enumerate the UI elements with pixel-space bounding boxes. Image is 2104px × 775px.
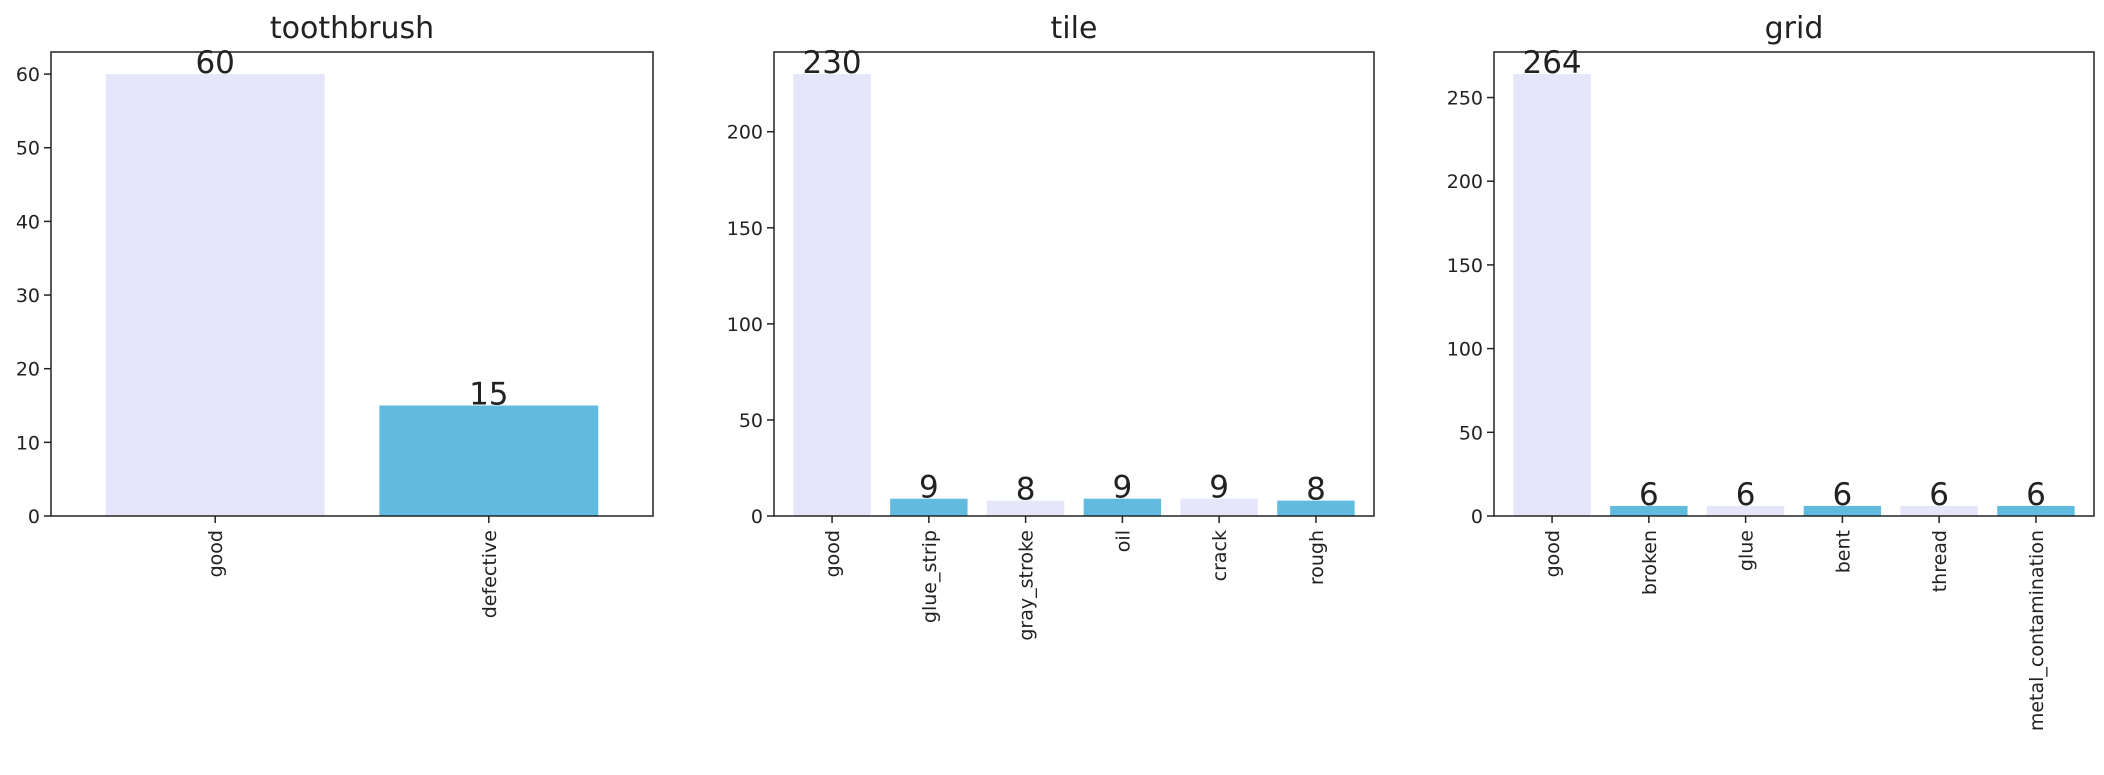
y-tick-label: 200 <box>727 122 763 144</box>
bar-bent <box>1803 505 1882 516</box>
x-tick-label-good: good <box>1542 530 1564 577</box>
y-tick-label: 100 <box>1447 339 1483 361</box>
bar-defective <box>379 405 599 516</box>
y-tick-label: 50 <box>739 410 763 432</box>
bar-good <box>105 74 325 516</box>
data-label-good: 264 <box>1522 45 1581 81</box>
bar-thread <box>1900 505 1978 516</box>
bar-metal_contamination <box>1997 505 2075 516</box>
data-label-thread: 6 <box>1929 477 1949 513</box>
bar-broken <box>1610 505 1688 516</box>
data-label-good: 60 <box>195 45 234 81</box>
bar-crack <box>1180 498 1258 516</box>
bar-good <box>793 74 871 516</box>
y-tick-label: 10 <box>16 432 40 454</box>
plot-frame <box>1493 51 2095 517</box>
y-tick-label: 50 <box>1459 422 1483 444</box>
y-tick-label: 60 <box>16 64 40 86</box>
bar-glue_strip <box>890 498 968 516</box>
bar-gray_stroke <box>986 500 1065 516</box>
y-tick-label: 0 <box>751 506 763 528</box>
data-label-oil: 9 <box>1113 470 1133 506</box>
data-label-broken: 6 <box>1639 477 1659 513</box>
y-tick-label: 20 <box>16 359 40 381</box>
x-tick-label-crack: crack <box>1209 530 1231 581</box>
x-tick-label-glue_strip: glue_strip <box>919 530 941 623</box>
x-tick-label-good: good <box>205 530 227 577</box>
x-tick-label-bent: bent <box>1832 530 1854 573</box>
data-label-crack: 9 <box>1209 470 1229 506</box>
x-tick-label-rough: rough <box>1306 530 1328 585</box>
y-tick-label: 0 <box>28 506 40 528</box>
chart-panel-tile: tile 230 good 9 glue_strip 8 gray_stroke 9 oil 9 c… <box>727 11 1375 641</box>
x-tick-label-thread: thread <box>1929 530 1951 592</box>
data-label-rough: 8 <box>1306 472 1326 508</box>
data-label-good: 230 <box>802 45 861 81</box>
y-tick-label: 100 <box>727 314 763 336</box>
data-label-glue_strip: 9 <box>919 470 939 506</box>
y-tick-label: 200 <box>1447 171 1483 193</box>
x-tick-label-defective: defective <box>479 530 501 618</box>
data-label-bent: 6 <box>1833 477 1853 513</box>
y-tick-label: 0 <box>1471 506 1483 528</box>
chart-panel-toothbrush: toothbrush 60 good 15 defective 0 10 20 30 40 50 60 <box>16 11 654 618</box>
plot-frame <box>50 51 654 517</box>
y-tick-label: 150 <box>727 218 763 240</box>
chart-panel-grid: grid 264 good 6 broken 6 glue 6 bent 6 thread 6 meta… <box>1447 11 2095 731</box>
y-tick-label: 50 <box>16 138 40 160</box>
x-tick-label-broken: broken <box>1639 530 1661 595</box>
bar-glue <box>1706 505 1785 516</box>
y-tick-label: 250 <box>1447 88 1483 110</box>
bar-oil <box>1083 498 1162 516</box>
x-tick-label-glue: glue <box>1736 530 1758 571</box>
data-label-glue: 6 <box>1736 477 1756 513</box>
chart-title: tile <box>1051 11 1098 46</box>
bar-rough <box>1277 500 1355 516</box>
x-tick-label-gray_stroke: gray_stroke <box>1016 530 1038 641</box>
y-tick-label: 30 <box>16 285 40 307</box>
chart-title: toothbrush <box>270 11 434 46</box>
data-label-metal_contamination: 6 <box>2026 477 2046 513</box>
x-tick-label-good: good <box>822 530 844 577</box>
data-label-gray_stroke: 8 <box>1016 472 1036 508</box>
data-label-defective: 15 <box>469 377 508 413</box>
chart-title: grid <box>1765 11 1824 46</box>
x-tick-label-oil: oil <box>1112 530 1134 552</box>
x-tick-label-metal_contamination: metal_contamination <box>2026 530 2048 731</box>
bar-good <box>1513 74 1591 516</box>
y-tick-label: 40 <box>16 211 40 233</box>
plot-frame <box>773 51 1375 517</box>
y-tick-label: 150 <box>1447 255 1483 277</box>
